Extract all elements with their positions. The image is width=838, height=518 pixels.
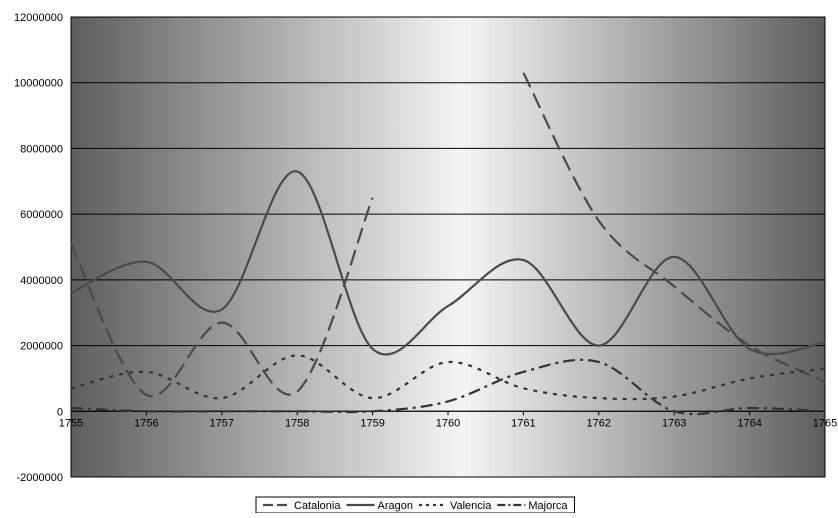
y-tick-label: -2000000 (17, 472, 64, 484)
x-tick-label: 1765 (813, 417, 837, 429)
y-tick-label: 10000000 (14, 78, 63, 90)
y-tick-label: 2000000 (20, 341, 63, 353)
y-axis: -2000000 0 2000000 4000000 6000000 8000000 100… (14, 12, 63, 484)
series-majorca (70, 358, 826, 416)
legend: Catalonia Aragon Valencia Majorca (255, 496, 575, 514)
x-tick-label: 1763 (662, 417, 686, 429)
legend-label-majorca: Majorca (528, 500, 568, 512)
x-tick-label: 1758 (285, 417, 309, 429)
series-line-aragon (70, 170, 826, 356)
y-tick-label: 8000000 (20, 143, 63, 155)
x-tick-label: 1755 (59, 417, 83, 429)
y-tick-label: 6000000 (20, 209, 63, 221)
series-lines (70, 72, 826, 416)
series-line-catalonia (522, 72, 826, 383)
x-tick-label: 1759 (360, 417, 384, 429)
series-line-majorca (70, 358, 826, 416)
plot-area (70, 16, 826, 478)
x-tick-label: 1757 (210, 417, 234, 429)
y-tick-label: 0 (57, 406, 63, 418)
x-tick-label: 1761 (511, 417, 535, 429)
series-aragon (70, 170, 826, 356)
legend-label-valencia: Valencia (450, 500, 492, 512)
x-tick-label: 1762 (587, 417, 611, 429)
legend-label-aragon: Aragon (377, 500, 412, 512)
series-line-catalonia (70, 197, 374, 398)
x-tick-label: 1764 (737, 417, 761, 429)
y-tick-label: 12000000 (14, 12, 63, 24)
series-catalonia (70, 72, 826, 398)
legend-label-catalonia: Catalonia (294, 500, 341, 512)
y-tick-label: 4000000 (20, 275, 63, 287)
x-tick-label: 1756 (134, 417, 158, 429)
x-tick-label: 1760 (436, 417, 460, 429)
